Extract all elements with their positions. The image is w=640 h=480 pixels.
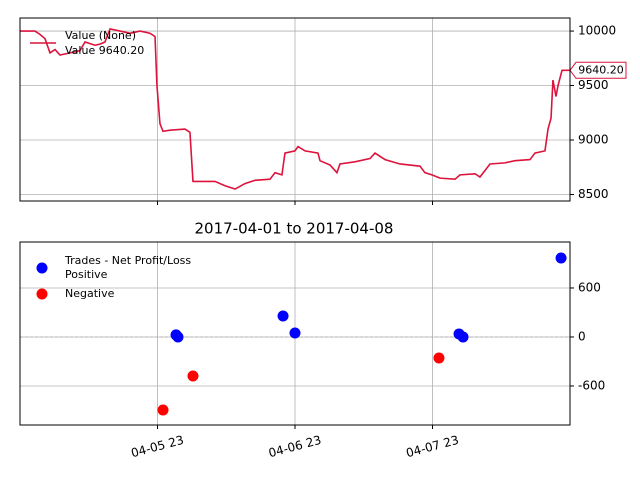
trade-point [172,331,184,343]
legend-marker [36,262,48,274]
last-value-label: 9640.20 [578,63,624,76]
legend-label: Positive [65,268,108,281]
y-tick-label: -600 [578,378,605,392]
y-tick-label: 9500 [578,78,609,92]
y-tick-label: 9000 [578,133,609,147]
trade-point [187,370,199,382]
trade-point [289,327,301,339]
legend-title: Trades - Net Profit/Loss [64,254,191,267]
legend-marker [36,288,48,300]
legend-value-label: Value 9640.20 [65,44,144,57]
legend-label: Negative [65,287,115,300]
legend-label: Value (None) [65,29,136,42]
chart-title: 2017-04-01 to 2017-04-08 [195,220,394,238]
last-value-tag [569,61,627,79]
trade-point [555,252,567,264]
value-line [20,27,571,190]
trade-point [457,331,469,343]
x-tick-label: 04-05 23 [130,433,186,460]
plot-frame [19,241,571,426]
y-tick-label: 10000 [578,24,616,38]
x-tick-label: 04-07 23 [405,433,461,460]
y-tick-label: 600 [578,280,601,294]
y-tick-label: 0 [578,329,586,343]
y-tick-label: 8500 [578,187,609,201]
trade-point [277,310,289,322]
plot-frame [19,17,571,202]
trade-point [157,404,169,416]
x-tick-label: 04-06 23 [267,433,323,460]
trade-point [433,352,445,364]
